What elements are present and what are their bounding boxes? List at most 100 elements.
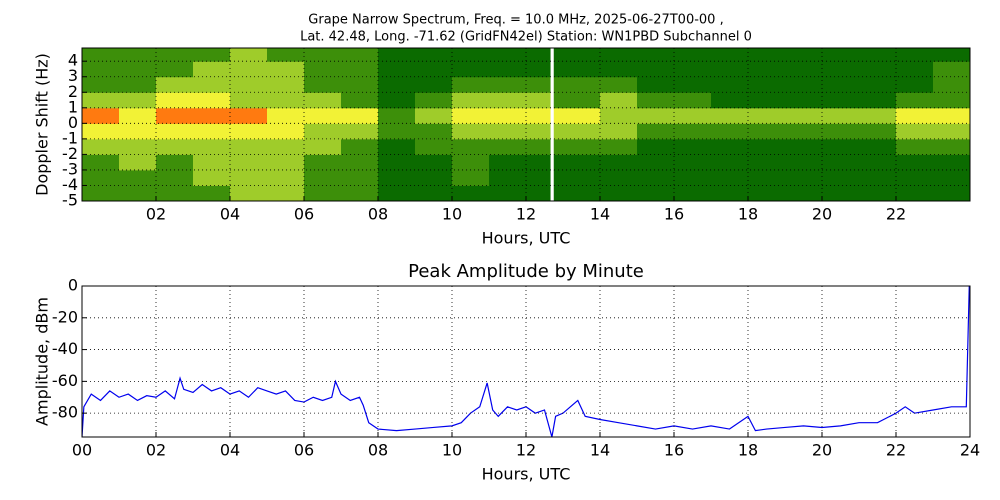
heat-cell — [526, 76, 551, 93]
heat-cell — [82, 61, 120, 78]
heat-cell — [711, 185, 749, 201]
chart-subtitle: Lat. 42.48, Long. -71.62 (GridFN42el) St… — [300, 30, 752, 45]
heat-cell — [341, 92, 379, 109]
x-tick-label: 12 — [516, 205, 536, 224]
heat-cell — [304, 138, 342, 155]
plot-frame — [81, 285, 971, 438]
heat-cell — [267, 76, 305, 93]
heat-cell — [600, 48, 638, 62]
heat-cell — [711, 61, 749, 78]
heat-cell — [553, 185, 564, 201]
x-tick-label: 16 — [664, 205, 684, 224]
x-tick-label: 22 — [886, 441, 906, 460]
heat-cell — [748, 154, 786, 171]
heat-cell — [859, 92, 897, 109]
heat-cell — [711, 169, 749, 186]
heat-cell — [415, 154, 453, 171]
heat-cell — [526, 169, 551, 186]
heat-cell — [378, 48, 416, 62]
heat-cell — [711, 123, 749, 140]
heat-cell — [748, 48, 786, 62]
heat-cell — [304, 154, 342, 171]
heat-cell — [748, 123, 786, 140]
y-tick-label: -2 — [62, 144, 78, 163]
heat-cell — [637, 154, 675, 171]
heat-cell — [600, 76, 638, 93]
heat-cell — [674, 107, 712, 124]
heat-cell — [378, 123, 416, 140]
heat-cell — [489, 92, 527, 109]
heat-cell — [711, 48, 749, 62]
y-tick-label: -3 — [62, 159, 78, 178]
heat-cell — [637, 92, 675, 109]
heat-cell — [378, 154, 416, 171]
heat-cell — [82, 76, 120, 93]
y-tick-label: -1 — [62, 128, 78, 147]
heat-cell — [553, 92, 564, 109]
heat-cell — [748, 76, 786, 93]
heat-cell — [822, 92, 860, 109]
heat-cell — [526, 107, 551, 124]
heat-cell — [193, 169, 231, 186]
heat-cell — [563, 138, 601, 155]
x-tick-label: 10 — [442, 205, 462, 224]
y-tick-label: 4 — [68, 51, 78, 70]
heat-cell — [674, 76, 712, 93]
heat-cell — [341, 107, 379, 124]
heat-cell — [785, 138, 823, 155]
plot-area — [82, 286, 970, 437]
heat-cell — [674, 185, 712, 201]
heat-cell — [452, 48, 490, 62]
heat-cell — [489, 138, 527, 155]
heat-cell — [452, 169, 490, 186]
heat-cell — [600, 185, 638, 201]
y-axis-label: Amplitude, dBm — [33, 297, 52, 426]
heat-cell — [230, 92, 268, 109]
y-tick-label: -5 — [62, 191, 78, 210]
heat-cell — [896, 61, 934, 78]
heat-cell — [637, 76, 675, 93]
heat-cell — [748, 138, 786, 155]
heat-cell — [822, 123, 860, 140]
heat-cell — [304, 76, 342, 93]
heat-cell — [711, 138, 749, 155]
heat-cell — [748, 107, 786, 124]
heat-cell — [82, 123, 120, 140]
heat-cell — [156, 169, 194, 186]
heat-cell — [82, 48, 120, 62]
heat-cell — [415, 107, 453, 124]
heat-cell — [489, 154, 527, 171]
heat-cell — [193, 185, 231, 201]
heat-cell — [415, 92, 453, 109]
heat-cell — [674, 61, 712, 78]
heat-cell — [600, 61, 638, 78]
heat-cell — [896, 92, 934, 109]
x-tick-label: 18 — [738, 441, 758, 460]
x-tick-label: 00 — [72, 441, 92, 460]
heat-cell — [341, 76, 379, 93]
heat-cell — [193, 107, 231, 124]
heat-cell — [452, 76, 490, 93]
heat-cell — [859, 185, 897, 201]
heat-cell — [156, 48, 194, 62]
heat-cell — [822, 48, 860, 62]
heat-cell — [230, 169, 268, 186]
heat-cell — [785, 92, 823, 109]
y-tick-label: -40 — [52, 339, 78, 358]
heat-cell — [489, 185, 527, 201]
heat-cell — [896, 185, 934, 201]
heat-cell — [896, 138, 934, 155]
heat-cell — [859, 154, 897, 171]
x-tick-label: 18 — [738, 205, 758, 224]
heat-cell — [896, 107, 934, 124]
x-axis-label: Hours, UTC — [482, 229, 571, 248]
heat-cell — [526, 92, 551, 109]
heat-cell — [304, 123, 342, 140]
heat-cell — [341, 61, 379, 78]
heat-cell — [637, 123, 675, 140]
heat-cell — [193, 154, 231, 171]
heat-cell — [156, 107, 194, 124]
heat-cell — [553, 154, 564, 171]
x-tick-label: 10 — [442, 441, 462, 460]
heat-cell — [193, 61, 231, 78]
